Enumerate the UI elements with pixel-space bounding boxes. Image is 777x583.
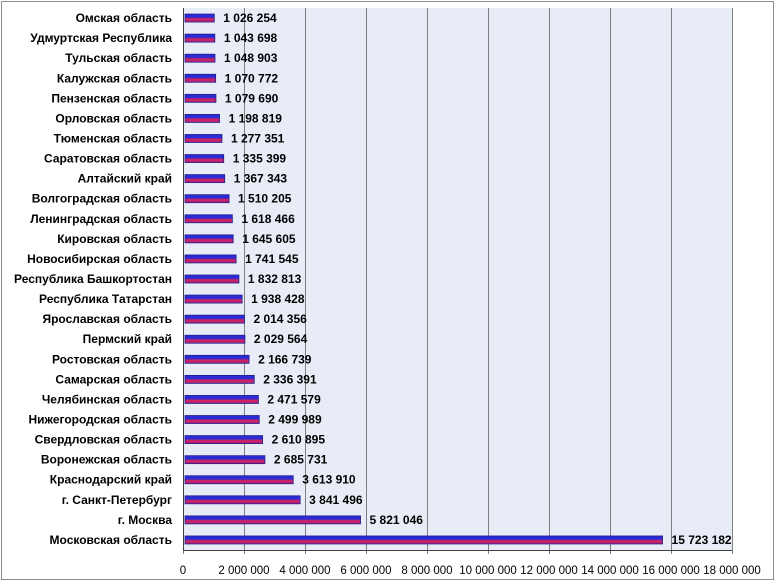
value-label: 1 938 428 bbox=[251, 292, 305, 306]
bar bbox=[184, 154, 225, 163]
value-label: 3 613 910 bbox=[302, 473, 356, 487]
bar bbox=[184, 114, 220, 123]
value-label: 1 832 813 bbox=[248, 272, 302, 286]
category-label: Тульская область bbox=[65, 51, 172, 65]
x-tick-label: 0 bbox=[180, 565, 186, 577]
bar bbox=[184, 415, 260, 424]
bar bbox=[184, 174, 226, 184]
value-label: 1 043 698 bbox=[224, 31, 278, 45]
bar bbox=[184, 334, 246, 344]
bar bbox=[184, 475, 294, 485]
value-label: 1 741 545 bbox=[245, 252, 299, 266]
category-label: Самарская область bbox=[55, 372, 172, 386]
category-label: Новосибирская область bbox=[27, 252, 172, 266]
value-label: 2 029 564 bbox=[254, 332, 308, 346]
category-label: Ленинградская область bbox=[30, 212, 172, 226]
value-label: 5 821 046 bbox=[370, 513, 424, 527]
bar bbox=[184, 33, 216, 43]
category-label: Волгоградская область bbox=[32, 192, 172, 206]
category-labels: Омская область Удмуртская Республика Тульс… bbox=[14, 11, 172, 547]
value-label: 2 499 989 bbox=[268, 413, 322, 427]
category-label: Республика Татарстан bbox=[39, 292, 172, 306]
category-label: Пензенская область bbox=[51, 91, 172, 105]
value-label: 1 048 903 bbox=[224, 51, 278, 65]
value-label: 1 079 690 bbox=[225, 91, 279, 105]
category-label: Ярославская область bbox=[42, 312, 172, 326]
category-label: г. Москва bbox=[118, 513, 173, 527]
category-label: Саратовская область bbox=[44, 152, 172, 166]
bar bbox=[184, 214, 233, 224]
x-tick-label: 14 000 000 bbox=[581, 565, 639, 577]
value-label: 1 070 772 bbox=[225, 71, 279, 85]
category-label: Пермский край bbox=[83, 332, 172, 346]
value-labels: 1 026 254 1 043 698 1 048 903 1 070 772 1 07… bbox=[223, 11, 732, 547]
value-label: 2 014 356 bbox=[253, 312, 307, 326]
category-label: Краснодарский край bbox=[50, 473, 172, 487]
category-label: г. Санкт-Петербург bbox=[62, 493, 172, 507]
value-label: 2 610 895 bbox=[272, 433, 326, 447]
bar bbox=[184, 495, 301, 505]
x-tick-label: 4 000 000 bbox=[279, 565, 330, 577]
bar bbox=[184, 93, 217, 103]
x-tick-label: 8 000 000 bbox=[401, 565, 452, 577]
value-label: 1 335 399 bbox=[233, 152, 287, 166]
bar bbox=[184, 294, 243, 304]
x-tick-label: 10 000 000 bbox=[459, 565, 517, 577]
bar bbox=[184, 194, 230, 204]
category-label: Воронежская область bbox=[41, 453, 172, 467]
category-label: Московская область bbox=[50, 533, 172, 547]
value-label: 1 510 205 bbox=[238, 192, 292, 206]
category-label: Орловская область bbox=[55, 111, 172, 125]
category-label: Калужская область bbox=[57, 71, 172, 85]
bar bbox=[184, 254, 237, 264]
bar bbox=[184, 354, 250, 364]
bar bbox=[184, 435, 264, 444]
bars bbox=[184, 13, 663, 545]
value-label: 15 723 182 bbox=[672, 533, 732, 547]
bar bbox=[184, 515, 361, 525]
bar bbox=[184, 395, 259, 404]
value-label: 1 618 466 bbox=[241, 212, 295, 226]
category-label: Республика Башкортостан bbox=[14, 272, 172, 286]
value-label: 2 166 739 bbox=[258, 352, 312, 366]
category-label: Удмуртская Республика bbox=[30, 31, 172, 45]
category-label: Ростовская область bbox=[52, 352, 172, 366]
x-tick-label: 6 000 000 bbox=[340, 565, 391, 577]
category-label: Алтайский край bbox=[78, 172, 172, 186]
plot-area bbox=[183, 8, 732, 550]
x-tick-label: 12 000 000 bbox=[520, 565, 578, 577]
category-label: Челябинская область bbox=[42, 392, 172, 406]
value-label: 1 367 343 bbox=[234, 172, 288, 186]
bar bbox=[184, 535, 663, 545]
bar bbox=[184, 314, 245, 324]
bar bbox=[184, 73, 217, 83]
value-label: 1 198 819 bbox=[229, 111, 283, 125]
value-label: 1 645 605 bbox=[242, 232, 296, 246]
bar bbox=[184, 455, 266, 465]
gridlines bbox=[183, 8, 733, 554]
category-label: Омская область bbox=[76, 11, 172, 25]
value-label: 1 277 351 bbox=[231, 131, 285, 145]
bar bbox=[184, 274, 240, 284]
value-label: 1 026 254 bbox=[223, 11, 277, 25]
category-label: Свердловская область bbox=[35, 433, 172, 447]
bar bbox=[184, 13, 215, 23]
x-axis-ticks: 0 2 000 000 4 000 000 6 000 000 8 000 000 10 … bbox=[180, 565, 761, 577]
x-tick-label: 2 000 000 bbox=[218, 565, 269, 577]
bar bbox=[184, 53, 216, 63]
x-tick-label: 16 000 000 bbox=[642, 565, 700, 577]
x-tick-label: 18 000 000 bbox=[703, 565, 761, 577]
category-label: Тюменская область bbox=[54, 131, 172, 145]
value-label: 2 336 391 bbox=[263, 372, 317, 386]
value-label: 2 471 579 bbox=[267, 392, 321, 406]
value-label: 2 685 731 bbox=[274, 453, 328, 467]
bar bbox=[184, 234, 234, 244]
value-label: 3 841 496 bbox=[309, 493, 363, 507]
category-label: Кировская область bbox=[57, 232, 172, 246]
bar bbox=[184, 134, 223, 143]
bar bbox=[184, 374, 255, 384]
category-label: Нижегородская область bbox=[28, 413, 172, 427]
